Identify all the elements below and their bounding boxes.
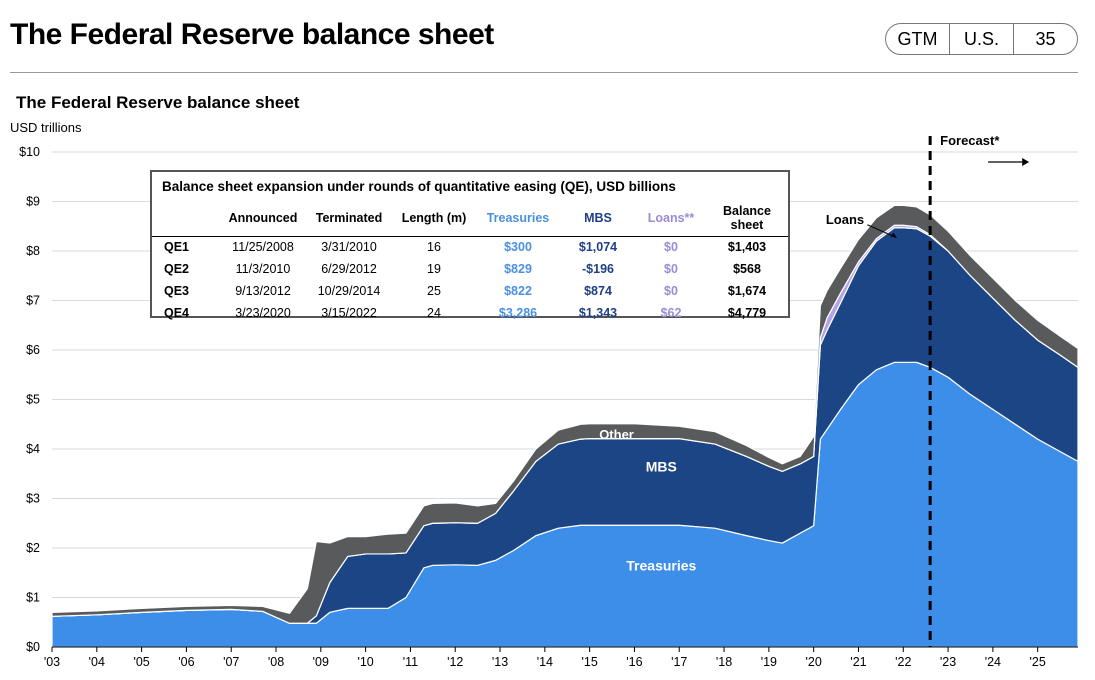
qe-header-length: Length (m): [392, 201, 476, 237]
x-tick-label: '21: [850, 655, 866, 669]
qe-cell: 24: [427, 306, 441, 320]
x-tick-label: '20: [806, 655, 822, 669]
qe-table-grid: Announced Terminated Length (m) Treasuri…: [152, 201, 788, 325]
x-tick-label: '15: [581, 655, 597, 669]
y-tick-label: $4: [26, 442, 40, 456]
x-tick-label: '14: [537, 655, 553, 669]
qe-cell: $0: [664, 240, 678, 254]
qe-table-row: QE1 11/25/2008 3/31/2010 16 $300 $1,074 $0 $1,4…: [152, 237, 788, 260]
qe-cell: $1,343: [578, 306, 618, 320]
page-badge: GTM U.S. 35: [885, 23, 1078, 55]
qe-header-announced: Announced: [220, 201, 306, 237]
area-label-treasuries: Treasuries: [626, 557, 696, 573]
qe-cell: 11/3/2010: [235, 262, 291, 276]
qe-table-row: QE4 3/23/2020 3/15/2022 24 $3,286 $1,343 $62 $4…: [152, 303, 788, 325]
x-tick-label: '17: [671, 655, 687, 669]
badge-region: U.S.: [949, 24, 1013, 54]
qe-cell: $829: [504, 262, 532, 276]
badge-page-number: 35: [1013, 24, 1077, 54]
qe-cell: 6/29/2012: [321, 262, 377, 276]
qe-table-row: QE3 9/13/2012 10/29/2014 25 $822 $874 $0 $1,674: [152, 281, 788, 303]
qe-cell: $1,674: [727, 284, 767, 298]
qe-header-loans: Loans**: [636, 201, 706, 237]
x-tick-label: '22: [895, 655, 911, 669]
qe-cell: $822: [504, 284, 532, 298]
loans-pointer-head: [890, 232, 897, 238]
qe-table-title: Balance sheet expansion under rounds of …: [162, 179, 676, 194]
y-tick-label: $1: [26, 591, 40, 605]
x-tick-label: '05: [133, 655, 149, 669]
qe-cell: -$196: [582, 262, 614, 276]
header-divider: [10, 72, 1078, 73]
qe-cell: $1,403: [727, 240, 767, 254]
qe-cell: 11/25/2008: [232, 240, 294, 254]
area-label-mbs: MBS: [646, 458, 677, 474]
qe-cell: 3/23/2020: [235, 306, 291, 320]
x-tick-label: '07: [223, 655, 239, 669]
qe-cell: 25: [427, 284, 441, 298]
qe-cell: 9/13/2012: [235, 284, 291, 298]
qe-cell: $874: [584, 284, 612, 298]
qe-cell: $568: [733, 262, 761, 276]
qe-cell: 16: [427, 240, 441, 254]
page-title: The Federal Reserve balance sheet: [10, 18, 494, 51]
x-tick-label: '16: [626, 655, 642, 669]
y-tick-label: $9: [26, 195, 40, 209]
x-tick-label: '10: [357, 655, 373, 669]
qe-cell: $62: [660, 306, 682, 320]
qe-table-header-row: Announced Terminated Length (m) Treasuri…: [152, 201, 788, 237]
x-tick-label: '11: [403, 655, 418, 669]
y-tick-label: $10: [19, 145, 40, 159]
qe-cell: $300: [504, 240, 532, 254]
qe-row-label: QE3: [164, 284, 190, 298]
y-tick-label: $5: [26, 393, 40, 407]
x-tick-label: '08: [268, 655, 284, 669]
forecast-arrow-head: [1022, 158, 1030, 166]
qe-row-label: QE1: [164, 240, 190, 254]
x-tick-label: '04: [89, 655, 105, 669]
x-tick-label: '25: [1030, 655, 1046, 669]
x-tick-label: '13: [492, 655, 508, 669]
qe-header-blank: [152, 201, 220, 237]
chart-title: The Federal Reserve balance sheet: [16, 93, 300, 112]
y-axis-units: USD trillions: [10, 120, 82, 135]
forecast-label: Forecast*: [940, 133, 1000, 148]
y-tick-label: $8: [26, 244, 40, 258]
x-tick-label: '12: [447, 655, 463, 669]
qe-header-mbs: MBS: [560, 201, 636, 237]
area-other: [51, 204, 1079, 624]
qe-header-treasuries: Treasuries: [476, 201, 560, 237]
x-tick-label: '24: [985, 655, 1001, 669]
qe-cell: $0: [664, 284, 678, 298]
y-tick-label: $0: [26, 640, 40, 654]
qe-table: Balance sheet expansion under rounds of …: [150, 170, 790, 320]
x-tick-label: '09: [313, 655, 329, 669]
badge-gtm: GTM: [897, 28, 938, 49]
x-tick-label: '19: [761, 655, 777, 669]
x-tick-label: '03: [44, 655, 60, 669]
qe-table-row: QE2 11/3/2010 6/29/2012 19 $829 -$196 $0 $568: [152, 259, 788, 281]
y-tick-label: $2: [26, 541, 40, 555]
qe-cell: 10/29/2014: [317, 284, 381, 298]
y-tick-label: $7: [26, 294, 40, 308]
qe-cell: 3/15/2022: [321, 306, 377, 320]
qe-header-balance-sheet: Balance sheet: [706, 201, 788, 237]
area-label-other: Other: [599, 427, 634, 442]
qe-cell: $0: [664, 262, 678, 276]
qe-row-label: QE4: [164, 306, 190, 320]
qe-row-label: QE2: [164, 262, 190, 276]
area-label-loans: Loans: [826, 212, 864, 227]
x-tick-label: '23: [940, 655, 956, 669]
y-tick-label: $6: [26, 343, 40, 357]
qe-cell: 3/31/2010: [321, 240, 377, 254]
x-tick-label: '18: [716, 655, 732, 669]
qe-header-terminated: Terminated: [306, 201, 392, 237]
qe-cell: $4,779: [727, 306, 767, 320]
qe-cell: $3,286: [498, 306, 538, 320]
qe-cell: $1,074: [578, 240, 618, 254]
qe-cell: 19: [427, 262, 441, 276]
y-tick-label: $3: [26, 492, 40, 506]
x-tick-label: '06: [178, 655, 194, 669]
